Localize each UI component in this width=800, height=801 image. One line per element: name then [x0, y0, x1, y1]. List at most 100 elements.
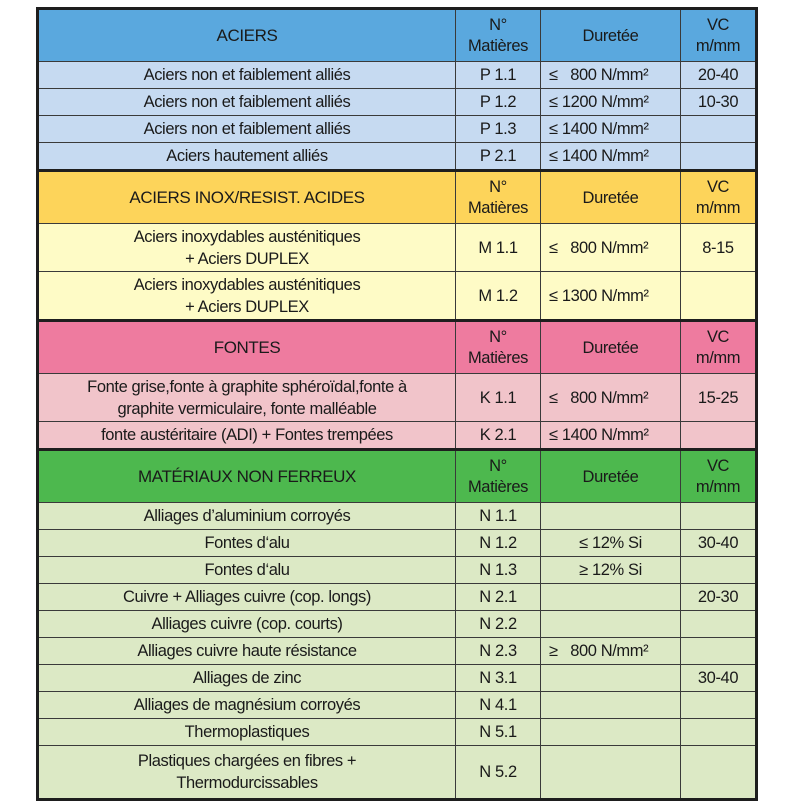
cutting-speed [680, 638, 755, 664]
material-name: fonte austéritaire (ADI) + Fontes trempé… [101, 426, 393, 444]
table-row: Cuivre + Alliages cuivre (cop. longs) N 2… [39, 583, 755, 610]
column-header-num: N° Matières [455, 10, 540, 61]
cutting-speed [680, 611, 755, 637]
hardness [540, 746, 680, 798]
table-row: Alliages d’aluminium corroyés N 1.1 [39, 502, 755, 529]
material-number: N 1.3 [455, 557, 540, 583]
table-row: Alliages de magnésium corroyés N 4.1 [39, 691, 755, 718]
column-header-durete: Duretée [540, 172, 680, 223]
material-number: P 2.1 [455, 143, 540, 169]
material-number: N 5.2 [455, 746, 540, 798]
material-name: Aciers non et faiblement alliés [143, 93, 351, 111]
cutting-speed [680, 503, 755, 529]
material-name: Fontes d‘alu [204, 534, 290, 552]
material-name: Alliages cuivre (cop. courts) [151, 615, 343, 633]
material-name: Aciers hautement alliés [166, 147, 328, 165]
column-header-vc: VC m/mm [680, 322, 755, 373]
cutting-speed [680, 557, 755, 583]
section-aciers-inox-resist-acides: ACIERS INOX/RESIST. ACIDES N° Matières Dur… [39, 172, 755, 319]
table-row: Fontes d‘alu N 1.3 ≥ 12% Si [39, 556, 755, 583]
section-aciers: ACIERS N° Matières Duretée VC m/mm Aciers no… [39, 10, 755, 169]
cutting-speed [680, 719, 755, 745]
cutting-speed [680, 116, 755, 142]
table-row: Aciers non et faiblement alliés P 1.3 ≤ 14… [39, 115, 755, 142]
material-name: Fontes d‘alu [204, 561, 290, 579]
hardness: ≤ 800 N/mm² [540, 374, 680, 421]
material-number: M 1.1 [455, 224, 540, 271]
material-name: Alliages de zinc [192, 669, 302, 687]
material-number: N 4.1 [455, 692, 540, 718]
cutting-speed: 30-40 [680, 530, 755, 556]
material-number: P 1.2 [455, 89, 540, 115]
column-header-vc: VC m/mm [680, 10, 755, 61]
material-name: Thermoplastiques [184, 723, 310, 741]
hardness: ≤ 1200 N/mm² [540, 89, 680, 115]
column-header-durete: Duretée [540, 451, 680, 502]
table-row: Alliages cuivre (cop. courts) N 2.2 [39, 610, 755, 637]
table-row: Plastiques chargées en fibres + Thermodu… [39, 745, 755, 798]
column-header-num: N° Matières [455, 172, 540, 223]
material-name: Alliages de magnésium corroyés [133, 696, 361, 714]
cutting-speed: 20-30 [680, 584, 755, 610]
section-header: ACIERS INOX/RESIST. ACIDES N° Matières Dur… [39, 172, 755, 223]
hardness: ≥ 12% Si [540, 557, 680, 583]
cutting-speed: 15-25 [680, 374, 755, 421]
material-number: N 1.1 [455, 503, 540, 529]
hardness [540, 611, 680, 637]
column-header-durete: Duretée [540, 322, 680, 373]
material-number: N 3.1 [455, 665, 540, 691]
cutting-speed: 8-15 [680, 224, 755, 271]
section-header: MATÉRIAUX NON FERREUX N° Matières Duretée V… [39, 451, 755, 502]
section-title: ACIERS INOX/RESIST. ACIDES [129, 187, 365, 207]
cutting-data-table: ACIERS N° Matières Duretée VC m/mm Aciers no… [36, 7, 758, 801]
section-fontes: FONTES N° Matières Duretée VC m/mm Fonte gri… [39, 322, 755, 448]
cutting-speed [680, 692, 755, 718]
table-row: Alliages de zinc N 3.1 30-40 [39, 664, 755, 691]
section-title: ACIERS [216, 25, 278, 45]
table-row: Aciers non et faiblement alliés P 1.2 ≤ 12… [39, 88, 755, 115]
section-header: FONTES N° Matières Duretée VC m/mm [39, 322, 755, 373]
material-name: Aciers non et faiblement alliés [143, 66, 351, 84]
cutting-speed [680, 272, 755, 319]
table-row: Fontes d‘alu N 1.2 ≤ 12% Si 30-40 [39, 529, 755, 556]
section-title: MATÉRIAUX NON FERREUX [138, 466, 356, 486]
material-name: Fonte grise,fonte à graphite sphéroïdal,… [87, 377, 407, 418]
material-number: P 1.1 [455, 62, 540, 88]
hardness [540, 584, 680, 610]
hardness [540, 719, 680, 745]
material-number: N 5.1 [455, 719, 540, 745]
cutting-speed: 30-40 [680, 665, 755, 691]
material-number: K 2.1 [455, 422, 540, 448]
material-name: Aciers non et faiblement alliés [143, 120, 351, 138]
material-number: N 1.2 [455, 530, 540, 556]
column-header-num: N° Matières [455, 451, 540, 502]
hardness: ≤ 800 N/mm² [540, 62, 680, 88]
column-header-durete: Duretée [540, 10, 680, 61]
table-row: Alliages cuivre haute résistance N 2.3 ≥ 8… [39, 637, 755, 664]
material-number: N 2.3 [455, 638, 540, 664]
material-number: P 1.3 [455, 116, 540, 142]
hardness: ≤ 1400 N/mm² [540, 422, 680, 448]
section-title: FONTES [213, 337, 281, 357]
material-name: Alliages cuivre haute résistance [137, 642, 357, 660]
hardness: ≤ 1300 N/mm² [540, 272, 680, 319]
material-name: Aciers inoxydables austénitiques + Acier… [133, 227, 361, 268]
hardness: ≤ 800 N/mm² [540, 224, 680, 271]
table-row: Aciers inoxydables austénitiques + Acier… [39, 271, 755, 319]
material-number: K 1.1 [455, 374, 540, 421]
table-row: Thermoplastiques N 5.1 [39, 718, 755, 745]
cutting-speed [680, 746, 755, 798]
hardness [540, 665, 680, 691]
section-mat-riaux-non-ferreux: MATÉRIAUX NON FERREUX N° Matières Duretée V… [39, 451, 755, 798]
column-header-vc: VC m/mm [680, 172, 755, 223]
material-number: N 2.1 [455, 584, 540, 610]
table-row: Aciers non et faiblement alliés P 1.1 ≤ 80… [39, 61, 755, 88]
material-name: Aciers inoxydables austénitiques + Acier… [133, 275, 361, 316]
cutting-speed [680, 143, 755, 169]
hardness [540, 692, 680, 718]
table-row: Fonte grise,fonte à graphite sphéroïdal,… [39, 373, 755, 421]
section-header: ACIERS N° Matières Duretée VC m/mm [39, 10, 755, 61]
table-row: Aciers hautement alliés P 2.1 ≤ 1400 N/mm² [39, 142, 755, 169]
column-header-vc: VC m/mm [680, 451, 755, 502]
table-row: Aciers inoxydables austénitiques + Acier… [39, 223, 755, 271]
